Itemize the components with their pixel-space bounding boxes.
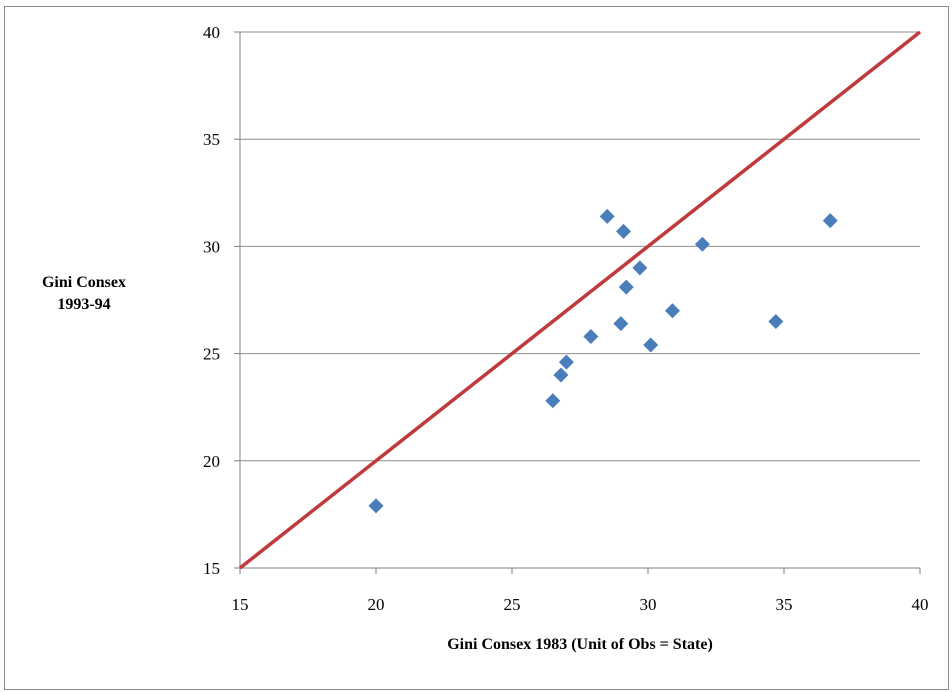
- y-tick-label-15: 15: [203, 559, 220, 578]
- x-tick-label-25: 25: [504, 595, 521, 614]
- x-tick-label-40: 40: [912, 595, 929, 614]
- data-point-5: [583, 328, 599, 344]
- gridlines: [240, 31, 920, 462]
- x-tick-labels: 15 20 25 30 35 40: [232, 595, 929, 614]
- data-point-2: [545, 393, 561, 409]
- data-point-1: [368, 498, 384, 514]
- data-points: [368, 208, 838, 514]
- data-point-6: [613, 316, 629, 332]
- y-tick-labels: 15 20 25 30 35 40: [203, 23, 220, 578]
- y-tick-label-25: 25: [203, 345, 220, 364]
- data-point-8: [664, 303, 680, 319]
- x-tick-label-30: 30: [640, 595, 657, 614]
- data-point-10: [632, 260, 648, 276]
- y-tick-label-35: 35: [203, 130, 220, 149]
- x-tick-label-15: 15: [232, 595, 249, 614]
- chart-frame: [4, 6, 949, 690]
- y-axis-label-line-1: Gini Consex: [41, 274, 126, 291]
- x-tick-label-35: 35: [776, 595, 793, 614]
- data-point-9: [618, 279, 634, 295]
- y-tick-label-30: 30: [203, 237, 220, 256]
- data-point-4: [558, 354, 574, 370]
- x-tick-label-20: 20: [368, 595, 385, 614]
- reference-line: [238, 30, 922, 570]
- data-point-11: [599, 208, 615, 224]
- reference-line-group: [238, 30, 922, 570]
- y-tick-label-20: 20: [203, 452, 220, 471]
- data-point-3: [553, 367, 569, 383]
- data-point-13: [694, 236, 710, 252]
- y-axis-label: Gini Consex 1993-94: [20, 272, 148, 316]
- y-tick-label-40: 40: [203, 23, 220, 42]
- data-point-12: [616, 223, 632, 239]
- axes: [234, 31, 921, 574]
- data-point-15: [822, 213, 838, 229]
- data-point-7: [643, 337, 659, 353]
- x-axis-label: Gini Consex 1983 (Unit of Obs = State): [447, 636, 713, 653]
- data-point-14: [768, 313, 784, 329]
- y-axis-label-line-2: 1993-94: [57, 296, 111, 313]
